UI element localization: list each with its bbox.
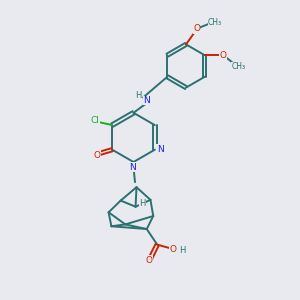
- Text: N: N: [157, 145, 164, 154]
- Text: CH₃: CH₃: [232, 62, 246, 71]
- Text: O: O: [169, 245, 176, 254]
- Text: N: N: [130, 163, 136, 172]
- Text: H: H: [135, 92, 141, 100]
- Text: N: N: [144, 96, 150, 105]
- Text: O: O: [220, 51, 227, 60]
- Text: CH₃: CH₃: [208, 18, 222, 27]
- Text: H: H: [139, 199, 146, 208]
- Text: Cl: Cl: [90, 116, 99, 125]
- Text: H: H: [178, 246, 185, 255]
- Text: O: O: [145, 256, 152, 265]
- Text: O: O: [93, 151, 100, 160]
- Text: O: O: [193, 24, 200, 33]
